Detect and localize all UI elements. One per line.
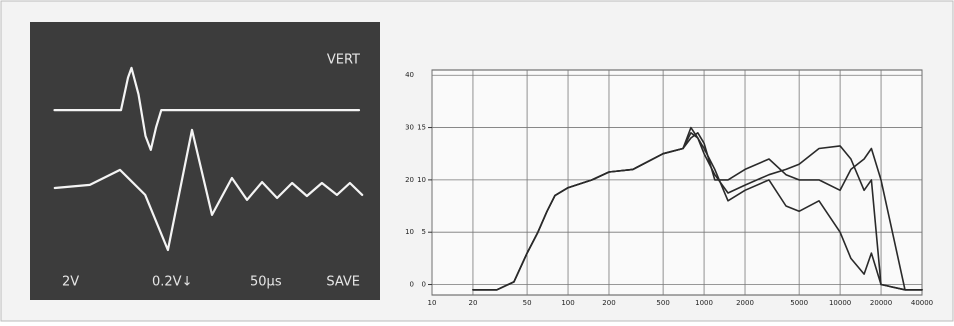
figure: VERT2V0.2V↓50µsSAVE 10205010020050010002… xyxy=(0,0,954,322)
x-tick-label: 500 xyxy=(656,299,669,307)
y-tick-label: 30 xyxy=(405,124,414,132)
y2-tick-label: 15 xyxy=(417,124,426,132)
y2-tick-label: 10 xyxy=(417,176,426,184)
x-tick-label: 40000 xyxy=(911,299,933,307)
x-tick-label: 100 xyxy=(561,299,574,307)
scope-label: SAVE xyxy=(326,275,360,290)
page: {"chart_data": [ {"type": "scope", "anno… xyxy=(0,0,954,322)
scope-label: 0.2V↓ xyxy=(152,275,192,290)
scope-label: 2V xyxy=(62,275,79,290)
x-tick-label: 20 xyxy=(468,299,477,307)
x-tick-label: 5000 xyxy=(790,299,808,307)
y2-tick-label: 5 xyxy=(422,228,426,236)
x-tick-label: 1000 xyxy=(695,299,713,307)
x-tick-label: 200 xyxy=(602,299,615,307)
y-tick-label: 20 xyxy=(405,176,414,184)
scope-label: VERT xyxy=(327,53,360,68)
x-tick-label: 10000 xyxy=(829,299,851,307)
y-tick-label: 0 xyxy=(410,281,414,289)
x-tick-label: 2000 xyxy=(736,299,754,307)
y-tick-label: 10 xyxy=(405,228,414,236)
x-tick-label: 20000 xyxy=(870,299,892,307)
y-tick-label: 40 xyxy=(405,71,414,79)
x-tick-label: 50 xyxy=(523,299,532,307)
x-tick-label: 10 xyxy=(428,299,437,307)
scope-label: 50µs xyxy=(250,275,282,290)
y2-tick-label: 0 xyxy=(422,281,426,289)
plot-area xyxy=(432,70,922,295)
